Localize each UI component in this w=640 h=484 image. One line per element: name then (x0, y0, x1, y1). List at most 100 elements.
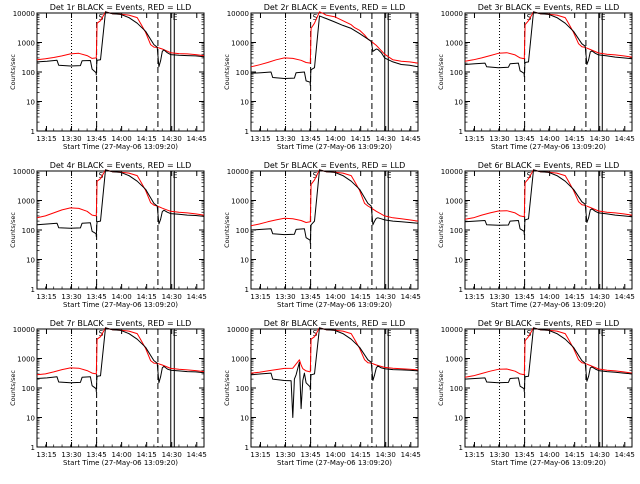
x-tick-label: 14:30 (590, 293, 610, 301)
events-series-line (250, 15, 419, 86)
x-tick-label: 13:45 (300, 135, 320, 143)
detector-panel-2: Det 2r BLACK = Events, RED = LLD 1 10 100 10… (223, 3, 421, 151)
x-tick-label: 14:45 (401, 293, 421, 301)
x-tick-label: 14:45 (615, 451, 635, 459)
panel-title: Det 2r BLACK = Events, RED = LLD (264, 3, 406, 12)
y-tick-label: 100 (236, 69, 249, 77)
axes-frame (250, 328, 419, 448)
y-tick-label: 1 (459, 128, 463, 136)
x-tick-label: 14:15 (137, 293, 157, 301)
panel-title: Det 5r BLACK = Events, RED = LLD (264, 161, 406, 170)
y-tick-label: 100 (22, 69, 35, 77)
events-series-line (464, 327, 633, 393)
panel-title: Det 7r BLACK = Events, RED = LLD (50, 319, 192, 328)
x-tick-label: 14:00 (326, 293, 346, 301)
events-series-line (250, 169, 419, 244)
x-axis-label: Start Time (27-May-06 13:09:20) (491, 301, 606, 309)
x-tick-label: 14:15 (137, 451, 157, 459)
end-glyph: E (601, 329, 606, 338)
axes-frame (464, 170, 633, 290)
x-axis-label: Start Time (27-May-06 13:09:20) (491, 459, 606, 467)
x-tick-label: 14:30 (162, 451, 182, 459)
y-tick-label: 1 (31, 128, 35, 136)
y-tick-label: 1 (459, 286, 463, 294)
events-series-line (250, 327, 419, 418)
y-axis-label: Counts/sec (223, 54, 231, 90)
x-axis-label: Start Time (27-May-06 13:09:20) (277, 143, 392, 151)
y-tick-label: 10 (454, 257, 463, 265)
y-tick-label: 1 (31, 444, 35, 452)
y-tick-label: 100 (236, 385, 249, 393)
x-tick-label: 13:15 (464, 293, 484, 301)
y-tick-label: 1 (245, 444, 249, 452)
y-tick-label: 10000 (441, 10, 463, 18)
y-tick-label: 10000 (441, 326, 463, 334)
axes-frame (464, 12, 633, 132)
x-tick-label: 14:15 (351, 451, 371, 459)
lld-series-line (464, 327, 633, 378)
lld-series-line (36, 327, 205, 376)
x-tick-label: 13:30 (61, 451, 81, 459)
detector-panel-6: Det 6r BLACK = Events, RED = LLD 1 10 100 10… (437, 161, 635, 309)
start-glyph: S (527, 171, 532, 180)
x-tick-label: 13:30 (275, 293, 295, 301)
x-axis-label: Start Time (27-May-06 13:09:20) (63, 459, 178, 467)
y-tick-label: 10 (240, 415, 249, 423)
axes-frame (250, 170, 419, 290)
x-tick-label: 13:45 (86, 135, 106, 143)
y-tick-label: 100 (22, 385, 35, 393)
x-tick-label: 14:30 (590, 135, 610, 143)
start-glyph: S (99, 13, 104, 22)
lld-series-line (250, 11, 419, 68)
y-tick-label: 10000 (13, 326, 35, 334)
axes-frame (250, 12, 419, 132)
start-glyph: S (313, 13, 318, 22)
y-tick-label: 1 (31, 286, 35, 294)
x-axis-label: Start Time (27-May-06 13:09:20) (277, 459, 392, 467)
panel-title: Det 1r BLACK = Events, RED = LLD (50, 3, 192, 12)
x-tick-label: 13:15 (36, 451, 56, 459)
y-tick-label: 10 (240, 257, 249, 265)
x-tick-label: 14:30 (590, 451, 610, 459)
start-glyph: S (527, 13, 532, 22)
y-tick-label: 10 (454, 99, 463, 107)
lld-series-line (250, 327, 419, 374)
y-tick-label: 10 (26, 257, 35, 265)
start-glyph: S (99, 171, 104, 180)
y-tick-label: 100 (22, 227, 35, 235)
x-tick-label: 13:30 (61, 293, 81, 301)
x-tick-label: 14:45 (615, 135, 635, 143)
y-tick-label: 1000 (445, 356, 463, 364)
x-tick-label: 13:30 (489, 135, 509, 143)
end-glyph: E (601, 171, 606, 180)
y-tick-label: 10000 (227, 10, 249, 18)
axes-frame (464, 328, 633, 448)
end-glyph: E (173, 171, 178, 180)
events-series-line (36, 327, 205, 393)
detector-panel-3: Det 3r BLACK = Events, RED = LLD 1 10 100 10… (437, 3, 635, 151)
x-tick-label: 13:15 (36, 135, 56, 143)
events-series-line (464, 169, 633, 236)
y-axis-label: Counts/sec (437, 212, 445, 248)
x-tick-label: 14:45 (187, 451, 207, 459)
y-tick-label: 10 (454, 415, 463, 423)
x-tick-label: 13:45 (86, 293, 106, 301)
events-series-line (464, 11, 633, 78)
y-tick-label: 1000 (231, 356, 249, 364)
x-tick-label: 14:30 (162, 135, 182, 143)
x-tick-label: 14:45 (187, 135, 207, 143)
panel-title: Det 6r BLACK = Events, RED = LLD (478, 161, 620, 170)
y-axis-label: Counts/sec (9, 54, 17, 90)
y-tick-label: 10000 (13, 168, 35, 176)
x-axis-label: Start Time (27-May-06 13:09:20) (63, 301, 178, 309)
y-axis-label: Counts/sec (437, 54, 445, 90)
axes-frame (36, 328, 205, 448)
y-axis-label: Counts/sec (9, 212, 17, 248)
y-axis-label: Counts/sec (223, 212, 231, 248)
x-tick-label: 14:00 (540, 451, 560, 459)
start-glyph: S (313, 329, 318, 338)
x-tick-label: 14:15 (565, 135, 585, 143)
y-tick-label: 10000 (227, 168, 249, 176)
x-tick-label: 13:30 (61, 135, 81, 143)
x-tick-label: 13:45 (514, 451, 534, 459)
